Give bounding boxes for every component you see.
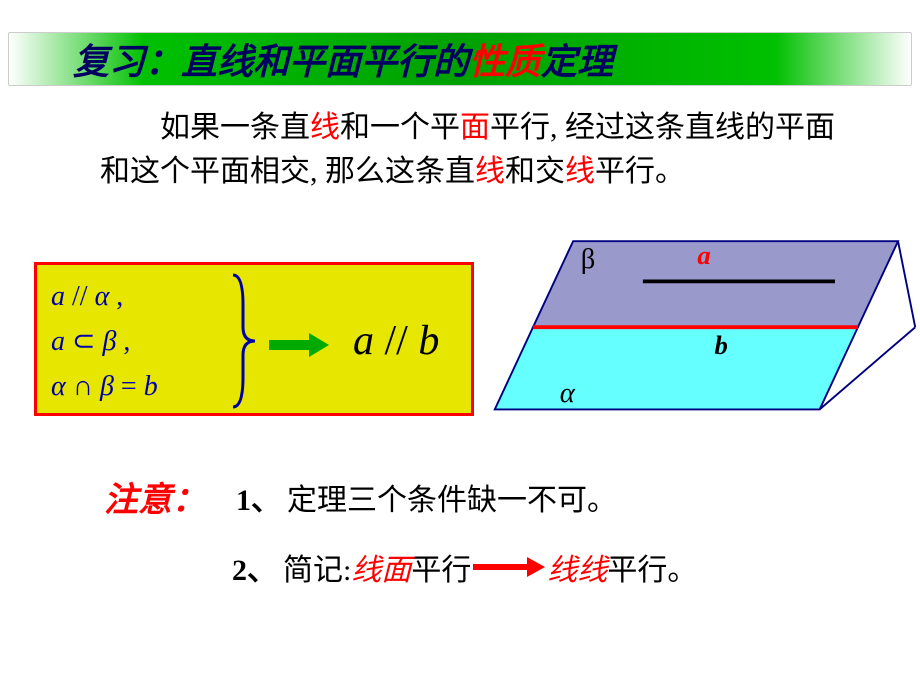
planes-diagram: β a b α — [490, 232, 900, 432]
note-2-pre: 简记: — [283, 545, 351, 589]
svg-text:b: b — [715, 330, 728, 360]
note-2-text: 简记:线面平行 线线平行。 — [283, 545, 697, 589]
theorem-statement: 如果一条直线和一个平面平行, 经过这条直线的平面和这个平面相交, 那么这条直线和… — [100, 106, 860, 193]
inline-arrow-icon — [473, 557, 545, 577]
notes-label: 注意： — [104, 472, 206, 521]
conclusion: a // b — [353, 317, 439, 365]
formula-box: a // α , a ⊂ β , α ∩ β = b a // b — [34, 262, 474, 416]
note-1-text: 定理三个条件缺一不可。 — [287, 475, 617, 519]
note-line-1: 注意： 1、 定理三个条件缺一不可。 — [104, 472, 697, 521]
conclusion-b: b — [418, 318, 439, 364]
condition-2: a ⊂ β , — [51, 320, 158, 365]
conditions: a // α , a ⊂ β , α ∩ β = b — [51, 275, 158, 409]
note-line-2: 2、 简记:线面平行 线线平行。 — [232, 545, 697, 589]
title-suffix: 定理 — [541, 42, 613, 82]
note-2-b: 线线 — [547, 545, 607, 589]
title-bar: 复习：直线和平面平行的性质定理 — [8, 32, 912, 86]
implies-arrow-icon — [269, 333, 329, 357]
conclusion-mid: // — [374, 318, 418, 364]
note-2-mid: 平行 — [411, 545, 471, 589]
title-prefix: 复习：直线和平面平行的 — [73, 42, 469, 82]
note-2-end: 平行。 — [607, 545, 697, 589]
condition-3: α ∩ β = b — [51, 365, 158, 410]
conclusion-a: a — [353, 318, 374, 364]
svg-text:β: β — [581, 243, 596, 275]
note-2-a: 线面 — [351, 545, 411, 589]
note-1-num: 1、 — [236, 475, 281, 519]
right-brace-icon — [229, 271, 259, 411]
page-title: 复习：直线和平面平行的性质定理 — [73, 33, 613, 85]
condition-1: a // α , — [51, 275, 158, 320]
svg-text:a: a — [697, 240, 710, 270]
svg-text:α: α — [560, 377, 576, 409]
note-2-num: 2、 — [232, 545, 277, 589]
notes-block: 注意： 1、 定理三个条件缺一不可。 2、 简记:线面平行 线线平行。 — [104, 472, 697, 613]
title-highlight: 性质 — [469, 42, 541, 82]
diagram-svg: β a b α — [490, 232, 920, 432]
